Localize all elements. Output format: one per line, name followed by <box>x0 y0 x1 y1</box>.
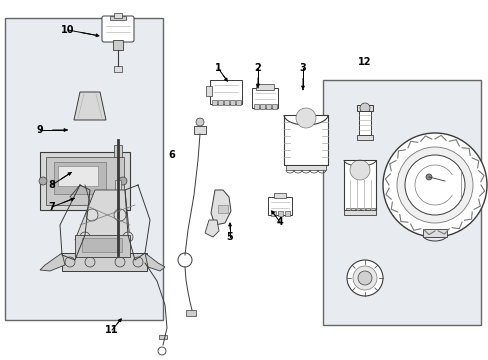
Polygon shape <box>75 190 130 240</box>
Bar <box>343 160 375 210</box>
Circle shape <box>196 118 203 126</box>
Bar <box>273 193 285 198</box>
Bar <box>256 84 273 90</box>
Bar <box>58 166 98 186</box>
Circle shape <box>119 177 127 185</box>
Bar <box>350 208 354 214</box>
Circle shape <box>86 209 98 221</box>
Circle shape <box>352 266 376 290</box>
Bar <box>358 111 370 135</box>
Bar <box>343 210 375 215</box>
Circle shape <box>123 232 133 242</box>
Bar <box>218 205 227 213</box>
Bar <box>209 80 242 104</box>
Text: 1: 1 <box>214 63 221 73</box>
Circle shape <box>295 108 315 128</box>
Bar <box>218 100 223 105</box>
Bar <box>114 66 122 72</box>
Text: 4: 4 <box>276 217 283 227</box>
Bar <box>212 100 217 105</box>
Text: 3: 3 <box>299 63 306 73</box>
Bar <box>224 100 228 105</box>
Bar <box>205 86 212 96</box>
Bar <box>46 157 124 205</box>
Text: 6: 6 <box>168 150 175 160</box>
Bar <box>285 211 289 216</box>
Circle shape <box>357 271 371 285</box>
Bar <box>323 80 480 325</box>
Circle shape <box>80 232 90 242</box>
Bar <box>194 126 205 134</box>
Text: 8: 8 <box>48 180 55 190</box>
Circle shape <box>115 257 125 267</box>
Circle shape <box>425 174 431 180</box>
Bar <box>365 208 369 214</box>
Bar <box>185 310 196 316</box>
Text: 5: 5 <box>226 232 233 242</box>
Text: 9: 9 <box>37 125 43 135</box>
Polygon shape <box>210 190 230 225</box>
Polygon shape <box>145 253 164 271</box>
Bar <box>236 100 241 105</box>
Bar <box>267 197 291 215</box>
Bar <box>422 229 446 237</box>
Circle shape <box>359 103 369 113</box>
Bar <box>159 335 167 339</box>
Bar <box>62 253 147 271</box>
Bar <box>229 100 235 105</box>
Circle shape <box>349 160 369 180</box>
Bar <box>278 211 283 216</box>
Circle shape <box>39 177 47 185</box>
Text: 7: 7 <box>48 202 55 212</box>
Text: 11: 11 <box>105 325 119 335</box>
Polygon shape <box>40 253 65 271</box>
Circle shape <box>65 257 75 267</box>
Circle shape <box>404 155 464 215</box>
Circle shape <box>114 209 126 221</box>
Circle shape <box>178 253 192 267</box>
Bar <box>360 208 364 214</box>
Bar <box>251 88 278 108</box>
Bar <box>113 40 123 50</box>
Bar <box>253 104 259 109</box>
FancyBboxPatch shape <box>102 16 134 42</box>
Text: 10: 10 <box>61 25 75 35</box>
Bar <box>260 104 264 109</box>
Circle shape <box>158 347 165 355</box>
Polygon shape <box>204 220 219 237</box>
Bar <box>356 135 372 140</box>
Text: 12: 12 <box>358 57 371 67</box>
Bar <box>265 104 270 109</box>
Bar <box>110 16 126 20</box>
Bar <box>355 208 359 214</box>
Bar <box>114 145 122 157</box>
Bar <box>40 152 130 210</box>
Bar <box>271 104 276 109</box>
Polygon shape <box>74 92 106 120</box>
Bar <box>284 115 327 165</box>
Bar <box>270 211 275 216</box>
Bar <box>5 18 163 320</box>
Bar <box>356 105 372 111</box>
Text: 2: 2 <box>254 63 261 73</box>
Bar <box>75 235 130 257</box>
Bar <box>54 162 106 194</box>
Circle shape <box>396 147 472 223</box>
Bar <box>82 238 122 252</box>
Circle shape <box>133 257 142 267</box>
Bar <box>346 208 349 214</box>
Circle shape <box>382 133 486 237</box>
Bar <box>370 208 374 214</box>
Bar <box>114 13 122 18</box>
Bar <box>285 165 325 170</box>
Bar <box>115 180 121 200</box>
Circle shape <box>85 257 95 267</box>
Circle shape <box>346 260 382 296</box>
